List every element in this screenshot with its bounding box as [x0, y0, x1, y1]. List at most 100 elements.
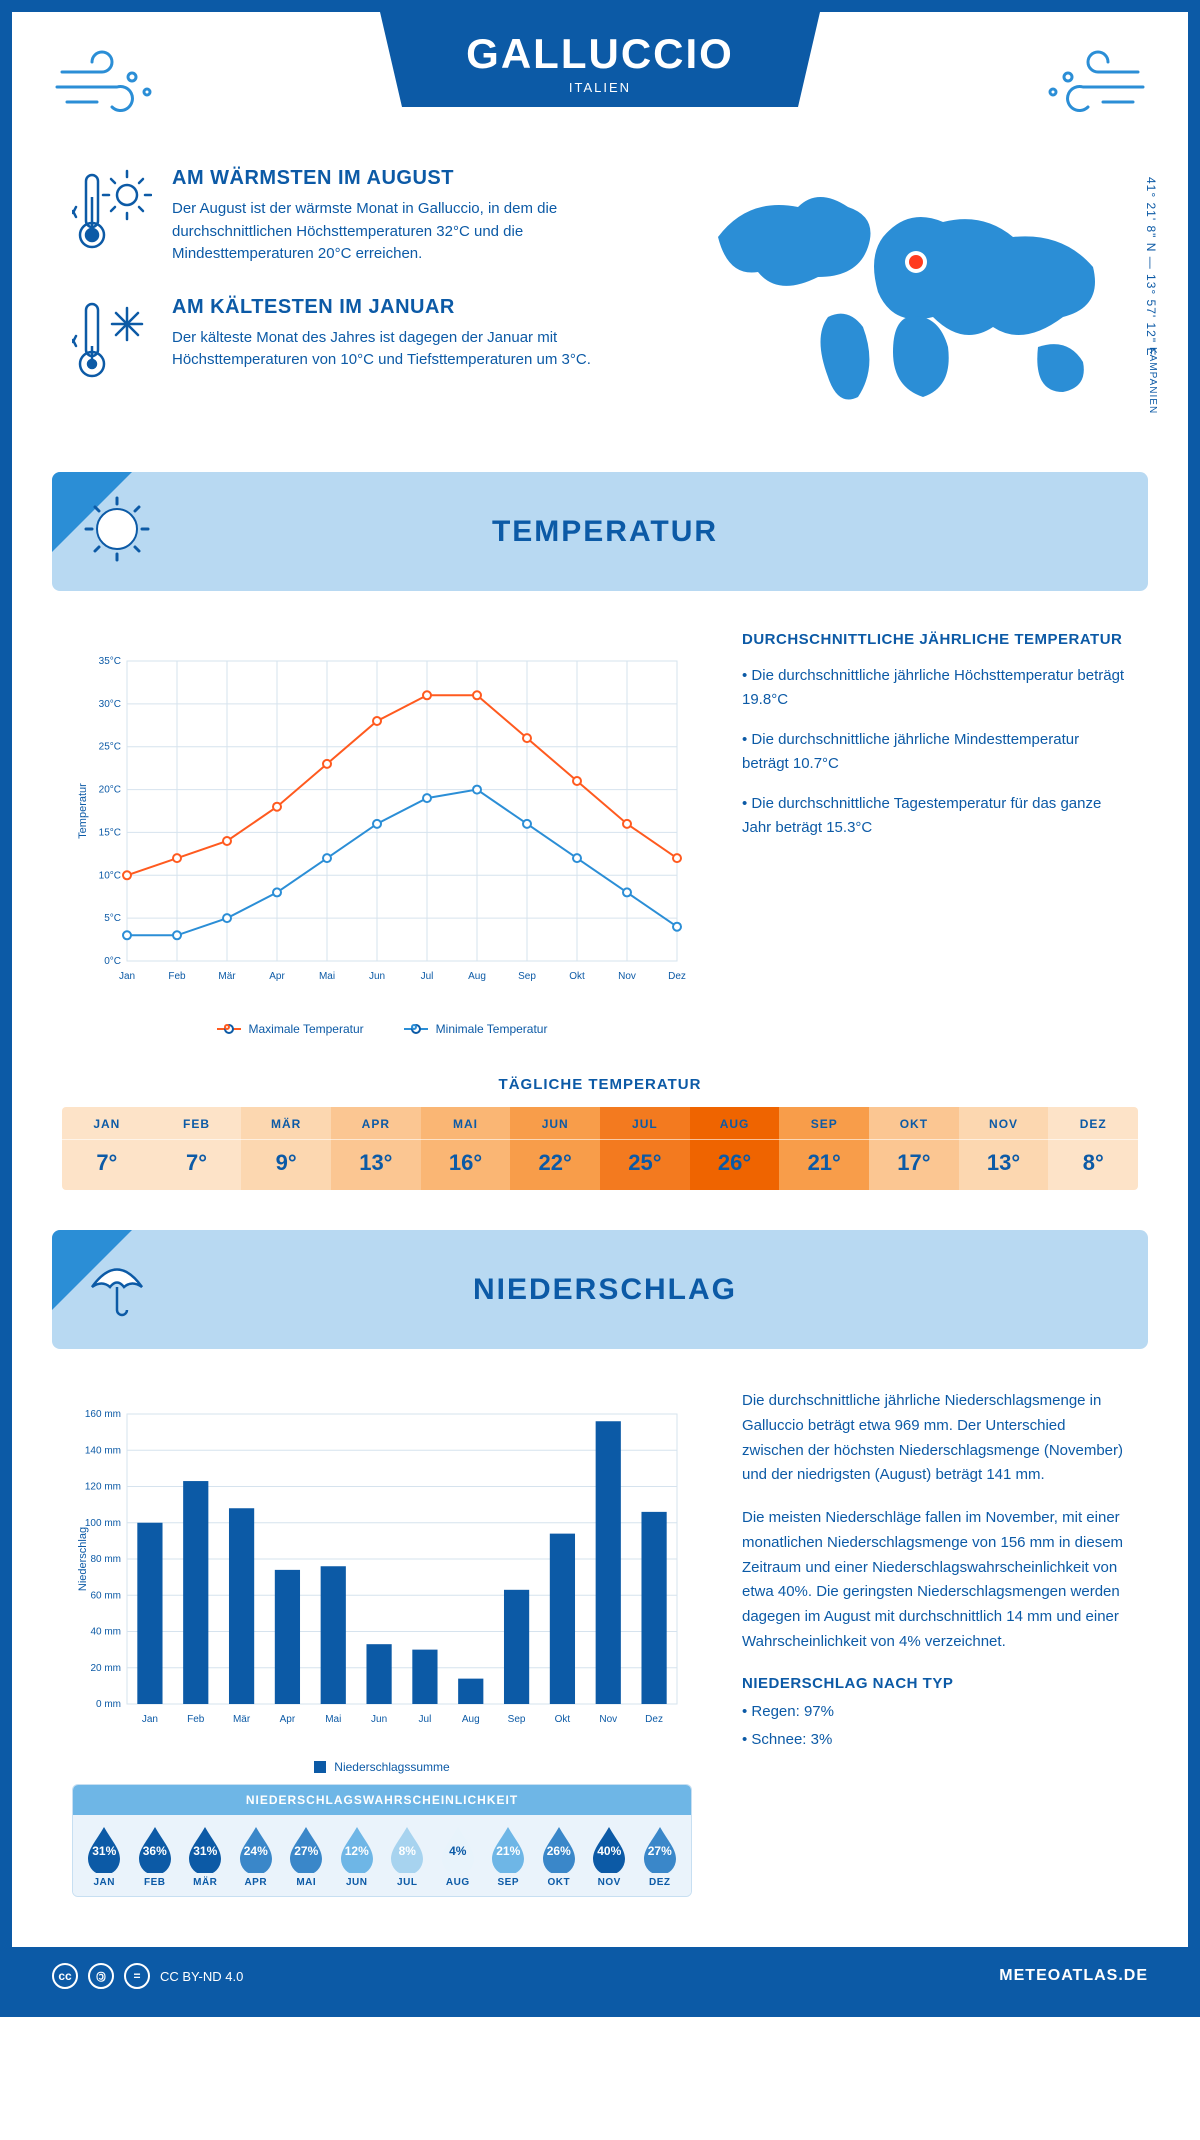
svg-text:Feb: Feb	[168, 971, 186, 982]
prob-cell: 26% OKT	[534, 1825, 585, 1888]
svg-text:Mär: Mär	[233, 1714, 251, 1725]
svg-text:Temperatur: Temperatur	[77, 783, 89, 839]
legend-max: Maximale Temperatur	[217, 1022, 364, 1036]
prob-cell: 8% JUL	[382, 1825, 433, 1888]
precipitation-bar-chart: 0 mm20 mm40 mm60 mm80 mm100 mm120 mm140 …	[72, 1389, 692, 1774]
site-name: METEOATLAS.DE	[999, 1967, 1148, 1985]
prob-cell: 31% JAN	[79, 1825, 130, 1888]
svg-text:Okt: Okt	[569, 971, 585, 982]
precip-type1: • Regen: 97%	[742, 1700, 1128, 1725]
svg-text:80 mm: 80 mm	[90, 1554, 121, 1565]
svg-text:Jan: Jan	[142, 1714, 158, 1725]
precip-type-title: NIEDERSCHLAG NACH TYP	[742, 1675, 1128, 1692]
prob-cell: 4% AUG	[433, 1825, 484, 1888]
nd-icon: =	[124, 1963, 150, 1989]
world-map: 41° 21' 8" N — 13° 57' 12" E KAMPANIEN	[698, 167, 1128, 432]
svg-text:Jul: Jul	[421, 971, 434, 982]
fact-warmest: AM WÄRMSTEN IM AUGUST Der August ist der…	[72, 167, 658, 266]
daily-title: TÄGLICHE TEMPERATUR	[12, 1076, 1188, 1093]
temperature-line-chart: 0°C 5°C 10°C 15°C 20°C 25°C 30°C 35°C Jan Feb Mär A…	[72, 631, 692, 1036]
svg-text:Sep: Sep	[508, 1714, 526, 1725]
precip-title: NIEDERSCHLAG	[102, 1273, 1108, 1307]
thermometer-sun-icon	[72, 167, 152, 266]
svg-text:Jun: Jun	[369, 971, 385, 982]
daily-cell: AUG26°	[690, 1107, 780, 1190]
coordinates: 41° 21' 8" N — 13° 57' 12" E	[1144, 177, 1158, 356]
prob-title: NIEDERSCHLAGSWAHRSCHEINLICHKEIT	[73, 1785, 691, 1815]
daily-cell: JUN22°	[510, 1107, 600, 1190]
fact-cold-title: AM KÄLTESTEN IM JANUAR	[172, 296, 592, 319]
svg-text:120 mm: 120 mm	[85, 1482, 121, 1493]
prob-cell: 36% FEB	[130, 1825, 181, 1888]
prob-cell: 27% MAI	[281, 1825, 332, 1888]
daily-cell: APR13°	[331, 1107, 421, 1190]
temp-side-title: DURCHSCHNITTLICHE JÄHRLICHE TEMPERATUR	[742, 631, 1128, 648]
license-text: CC BY-ND 4.0	[160, 1969, 243, 1984]
sun-icon	[82, 494, 152, 569]
by-icon: 🄯	[88, 1963, 114, 1989]
daily-temperature-strip: JAN7°FEB7°MÄR9°APR13°MAI16°JUN22°JUL25°A…	[62, 1107, 1138, 1190]
fact-coldest: AM KÄLTESTEN IM JANUAR Der kälteste Mona…	[72, 296, 658, 391]
svg-text:160 mm: 160 mm	[85, 1409, 121, 1420]
svg-text:Okt: Okt	[555, 1714, 571, 1725]
temp-side-b1: • Die durchschnittliche jährliche Höchst…	[742, 664, 1128, 712]
daily-cell: SEP21°	[779, 1107, 869, 1190]
precip-p2: Die meisten Niederschläge fallen im Nove…	[742, 1506, 1128, 1655]
svg-text:40 mm: 40 mm	[90, 1627, 121, 1638]
svg-text:30°C: 30°C	[99, 699, 121, 710]
svg-text:Feb: Feb	[187, 1714, 205, 1725]
svg-text:Jun: Jun	[371, 1714, 387, 1725]
page-footer: cc 🄯 = CC BY-ND 4.0 METEOATLAS.DE	[12, 1947, 1188, 2005]
fact-cold-body: Der kälteste Monat des Jahres ist dagege…	[172, 327, 592, 372]
temp-side-b3: • Die durchschnittliche Tagestemperatur …	[742, 792, 1128, 840]
daily-cell: OKT17°	[869, 1107, 959, 1190]
region-label: KAMPANIEN	[1147, 347, 1158, 414]
page-subtitle: ITALIEN	[460, 80, 740, 95]
daily-cell: JAN7°	[62, 1107, 152, 1190]
prob-cell: 27% DEZ	[635, 1825, 686, 1888]
svg-text:Apr: Apr	[269, 971, 285, 982]
svg-text:5°C: 5°C	[104, 913, 121, 924]
page-title: GALLUCCIO	[460, 30, 740, 78]
svg-text:25°C: 25°C	[99, 742, 121, 753]
umbrella-icon	[82, 1252, 152, 1327]
svg-text:Aug: Aug	[468, 971, 486, 982]
svg-text:35°C: 35°C	[99, 656, 121, 667]
svg-text:Mär: Mär	[218, 971, 236, 982]
daily-cell: NOV13°	[959, 1107, 1049, 1190]
svg-text:0 mm: 0 mm	[96, 1699, 121, 1710]
svg-text:Nov: Nov	[618, 971, 636, 982]
svg-text:140 mm: 140 mm	[85, 1445, 121, 1456]
section-header-temperature: TEMPERATUR	[52, 472, 1148, 591]
svg-text:Dez: Dez	[668, 971, 686, 982]
title-ribbon: GALLUCCIO ITALIEN	[380, 12, 820, 107]
fact-warm-body: Der August ist der wärmste Monat in Gall…	[172, 198, 592, 266]
precip-p1: Die durchschnittliche jährliche Niedersc…	[742, 1389, 1128, 1488]
legend-precip: Niederschlagssumme	[314, 1760, 449, 1774]
svg-text:20°C: 20°C	[99, 785, 121, 796]
daily-cell: MAI16°	[421, 1107, 511, 1190]
cc-icon: cc	[52, 1963, 78, 1989]
svg-text:Jul: Jul	[419, 1714, 432, 1725]
daily-cell: MÄR9°	[241, 1107, 331, 1190]
legend-min: Minimale Temperatur	[404, 1022, 548, 1036]
section-header-precip: NIEDERSCHLAG	[52, 1230, 1148, 1349]
prob-cell: 21% SEP	[483, 1825, 534, 1888]
wind-icon-right	[1028, 42, 1148, 127]
svg-text:15°C: 15°C	[99, 827, 121, 838]
svg-text:10°C: 10°C	[99, 870, 121, 881]
svg-text:Jan: Jan	[119, 971, 135, 982]
thermometer-snow-icon	[72, 296, 152, 391]
precip-type2: • Schnee: 3%	[742, 1728, 1128, 1753]
svg-text:Aug: Aug	[462, 1714, 480, 1725]
svg-text:Sep: Sep	[518, 971, 536, 982]
temp-side-b2: • Die durchschnittliche jährliche Mindes…	[742, 728, 1128, 776]
temperature-title: TEMPERATUR	[102, 515, 1108, 549]
prob-cell: 40% NOV	[584, 1825, 635, 1888]
prob-cell: 12% JUN	[332, 1825, 383, 1888]
svg-text:100 mm: 100 mm	[85, 1518, 121, 1529]
svg-text:Nov: Nov	[599, 1714, 617, 1725]
svg-text:0°C: 0°C	[104, 956, 121, 967]
daily-cell: FEB7°	[152, 1107, 242, 1190]
svg-text:Apr: Apr	[280, 1714, 296, 1725]
